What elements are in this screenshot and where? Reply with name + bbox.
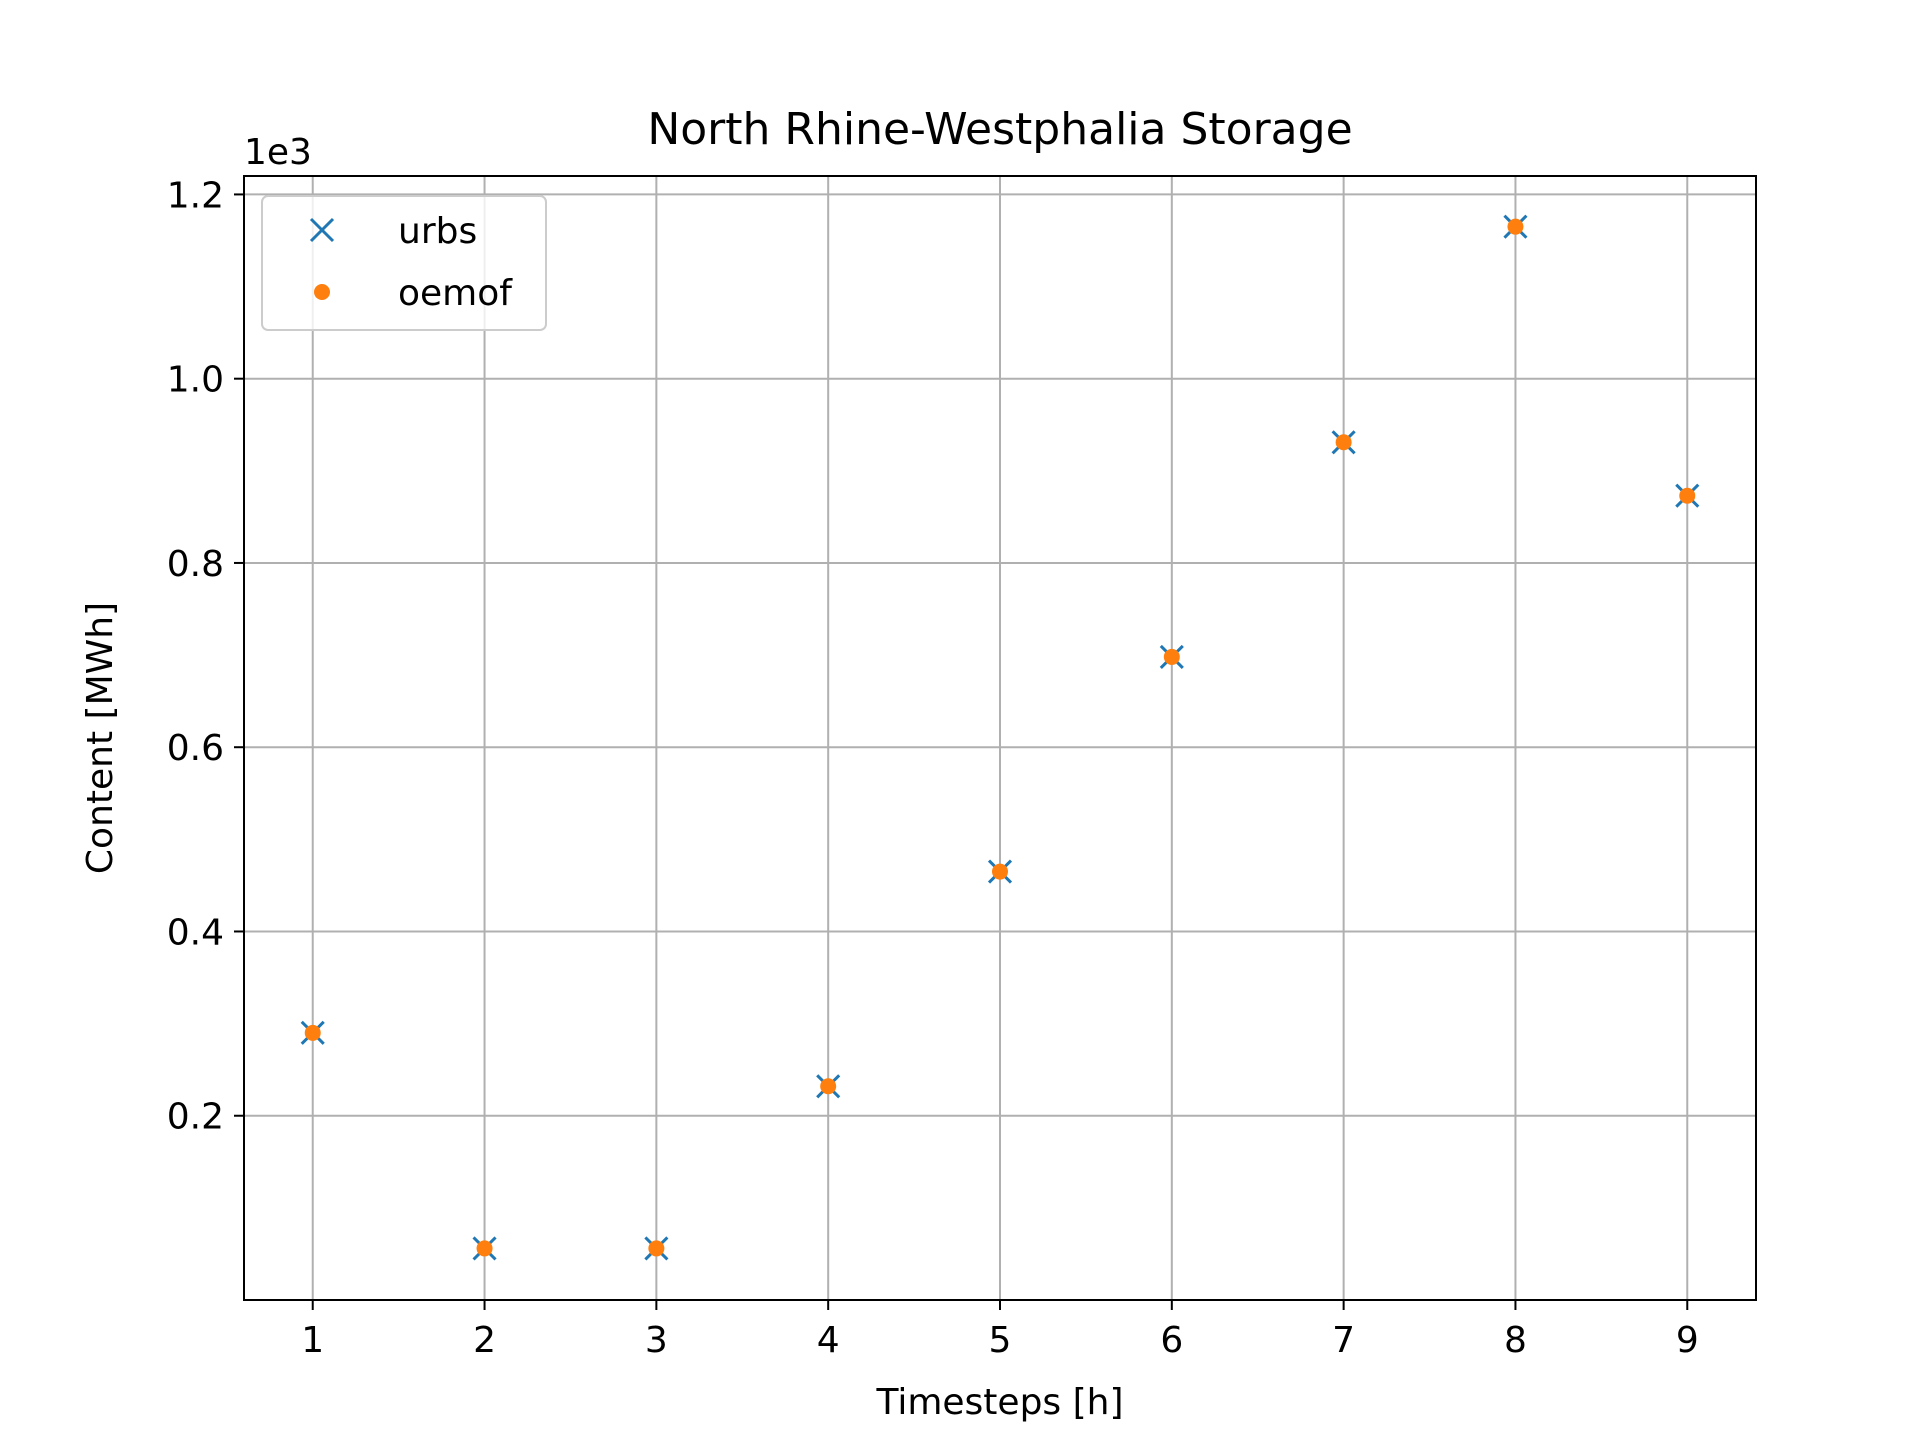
x-tick-label: 8 xyxy=(1504,1320,1527,1361)
x-axis-label: Timesteps [h] xyxy=(875,1382,1123,1423)
oemof-point xyxy=(1335,434,1352,451)
oemof-point xyxy=(304,1024,321,1041)
y-tick-label: 0.2 xyxy=(167,1097,224,1138)
legend-label-oemof: oemof xyxy=(398,273,513,314)
legend: urbs oemof xyxy=(261,195,547,331)
x-tick-label: 1 xyxy=(301,1320,324,1361)
grid xyxy=(244,176,1756,1300)
y-axis-ticks: 0.2 0.4 0.6 0.8 1.0 1.2 xyxy=(167,175,244,1138)
oemof-point xyxy=(476,1240,493,1257)
y-axis-offset-text: 1e3 xyxy=(244,132,312,173)
y-tick-label: 1.2 xyxy=(167,175,224,216)
x-tick-label: 5 xyxy=(989,1320,1012,1361)
y-tick-label: 0.6 xyxy=(167,728,224,769)
y-axis-label: Content [MWh] xyxy=(80,602,121,874)
x-axis-ticks: 1 2 3 4 5 6 7 8 9 xyxy=(301,1300,1699,1361)
x-tick-label: 3 xyxy=(645,1320,668,1361)
x-tick-label: 7 xyxy=(1332,1320,1355,1361)
chart-title: North Rhine-Westphalia Storage xyxy=(647,104,1352,155)
oemof-point xyxy=(1679,487,1696,504)
legend-urbs-x-marker xyxy=(309,217,335,243)
x-tick-label: 2 xyxy=(473,1320,496,1361)
x-tick-label: 9 xyxy=(1676,1320,1699,1361)
oemof-point xyxy=(1507,218,1524,235)
oemof-point xyxy=(1163,648,1180,665)
oemof-point xyxy=(648,1240,665,1257)
legend-urbs-x-stroke-b xyxy=(309,217,335,243)
legend-box xyxy=(261,195,547,331)
y-tick-label: 0.4 xyxy=(167,912,224,953)
y-tick-label: 1.0 xyxy=(167,360,224,401)
oemof-point xyxy=(820,1078,837,1095)
y-tick-label: 0.8 xyxy=(167,544,224,585)
legend-label-urbs: urbs xyxy=(398,211,477,252)
oemof-point xyxy=(992,863,1008,880)
data-series xyxy=(300,214,1700,1261)
x-tick-label: 4 xyxy=(817,1320,840,1361)
x-tick-label: 6 xyxy=(1160,1320,1183,1361)
legend-urbs-x xyxy=(309,217,335,243)
legend-oemof-dot-marker xyxy=(314,284,330,300)
